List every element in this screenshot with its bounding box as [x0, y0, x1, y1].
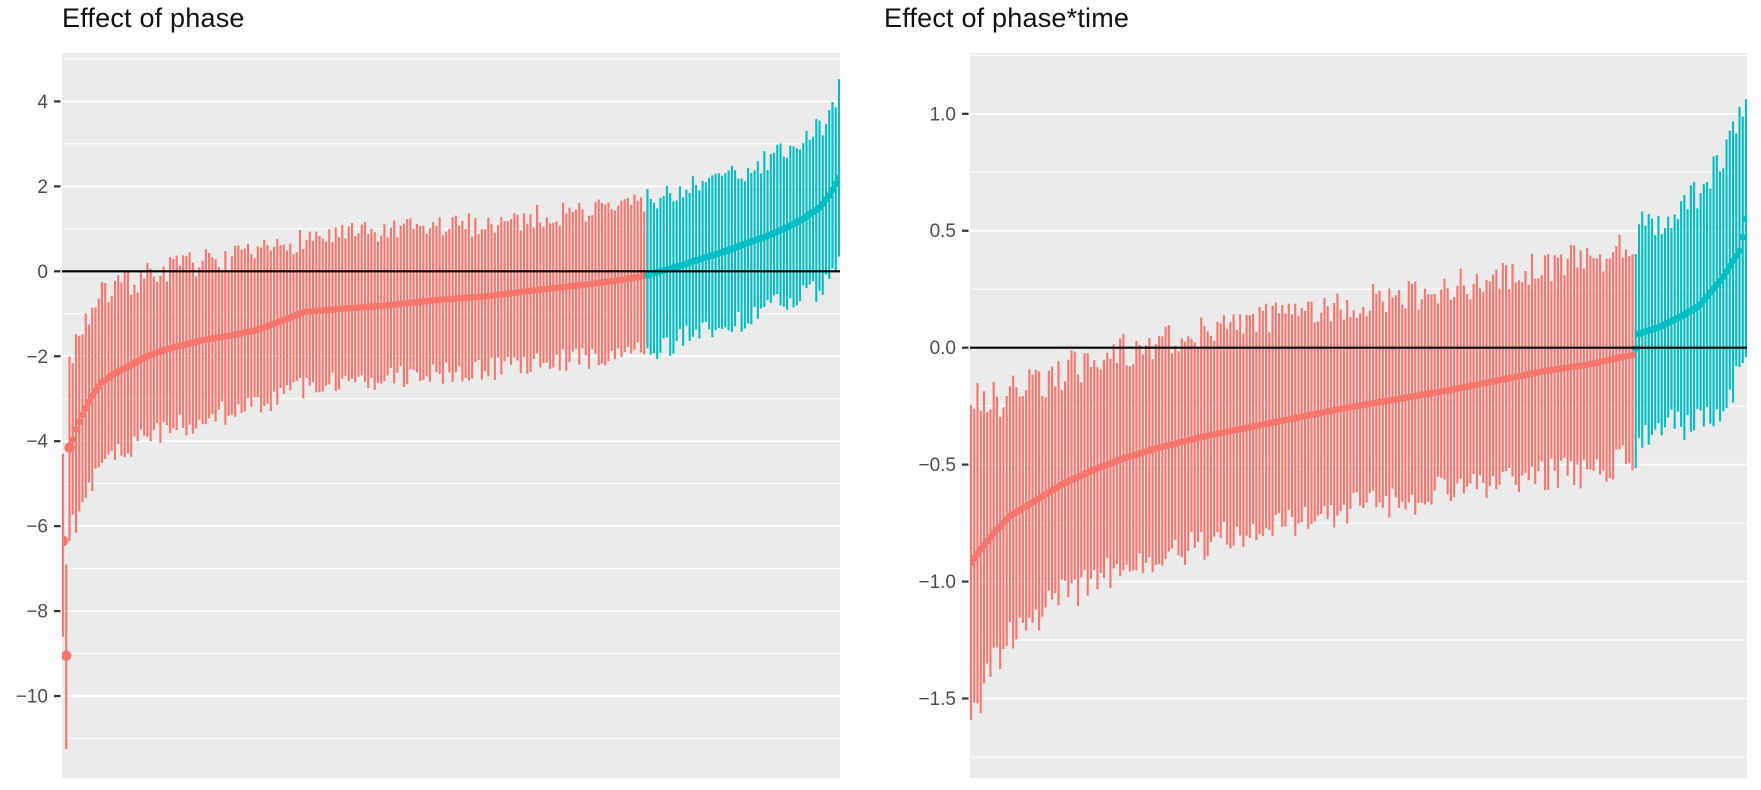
estimate-point — [64, 442, 75, 453]
y-tick-label: 2 — [37, 177, 48, 198]
y-tick-label: 0 — [37, 262, 48, 283]
estimate-point — [79, 411, 86, 419]
estimate-point — [832, 180, 840, 188]
panel-background — [62, 53, 840, 778]
estimate-point — [1736, 247, 1743, 255]
estimate-point — [1732, 252, 1740, 260]
y-tick-label: 0.0 — [930, 338, 956, 359]
plot-title-effect-of-phase: Effect of phase — [62, 3, 245, 33]
estimate-point — [62, 650, 72, 661]
y-tick-label: −10 — [16, 687, 48, 708]
y-tick-label: −1.0 — [918, 572, 956, 593]
estimate-point — [829, 186, 836, 194]
estimate-point — [62, 535, 69, 547]
y-tick-label: −0.5 — [918, 455, 956, 476]
y-tick-label: −1.5 — [918, 689, 956, 710]
y-tick-label: 1.0 — [930, 104, 956, 125]
panel-background — [970, 53, 1747, 778]
y-tick-label: −2 — [26, 347, 48, 368]
y-tick-label: 4 — [37, 92, 48, 113]
estimate-point — [1629, 351, 1636, 359]
estimate-point — [1739, 233, 1747, 241]
pointrange-series — [62, 79, 840, 750]
estimate-point — [835, 174, 840, 182]
pointrange-series — [970, 99, 1747, 720]
y-tick-label: −6 — [26, 517, 48, 538]
estimate-point — [1729, 257, 1737, 265]
estimate-point — [1719, 273, 1727, 281]
estimate-point — [1723, 267, 1730, 275]
y-tick-label: −4 — [26, 432, 48, 453]
estimate-point — [1726, 262, 1734, 270]
estimate-point — [825, 191, 833, 199]
estimate-point — [72, 425, 80, 433]
y-tick-label: 0.5 — [930, 221, 956, 242]
y-tick-label: −8 — [26, 602, 48, 623]
estimate-point — [75, 418, 83, 426]
plot-title-effect-of-phase-time: Effect of phase*time — [884, 3, 1130, 33]
estimate-point — [85, 398, 93, 406]
estimate-point — [88, 392, 96, 400]
estimate-point — [82, 404, 90, 412]
estimate-point — [1742, 215, 1747, 223]
estimate-point — [69, 436, 77, 444]
